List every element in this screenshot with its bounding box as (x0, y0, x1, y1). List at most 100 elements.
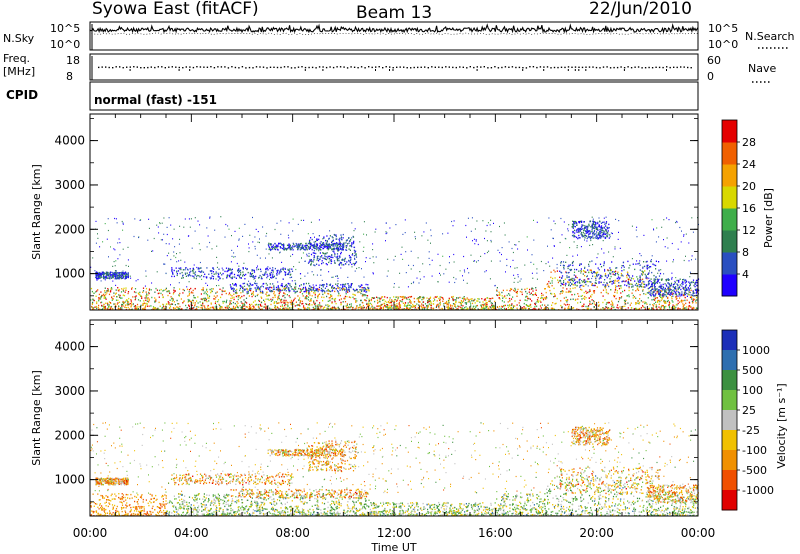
scatter-point (305, 297, 307, 299)
scatter-point (405, 297, 408, 299)
scatter-point (308, 293, 310, 295)
scatter-point (253, 271, 256, 273)
scatter-point (592, 233, 594, 235)
scatter-point (226, 275, 229, 277)
scatter-point (98, 300, 100, 302)
scatter-point (352, 236, 355, 238)
scatter-point (192, 307, 194, 310)
scatter-point (324, 246, 326, 248)
scatter-point (694, 288, 696, 291)
scatter-point (598, 273, 600, 276)
scatter-point (232, 287, 234, 289)
freq-point (525, 67, 528, 69)
scatter-point (572, 307, 574, 309)
scatter-point (212, 306, 214, 308)
scatter-point (226, 305, 228, 307)
scatter-point (338, 287, 340, 289)
scatter-point (424, 306, 426, 309)
scatter-point (117, 308, 119, 311)
scatter-point (364, 287, 366, 289)
scatter-point (142, 291, 144, 293)
scatter-point (326, 285, 328, 288)
scatter-point (654, 283, 656, 286)
scatter-point (643, 283, 646, 286)
scatter-point (107, 304, 109, 306)
scatter-point (252, 301, 255, 303)
freq-point (368, 66, 370, 68)
scatter-point (616, 306, 618, 309)
freq-point (231, 66, 233, 68)
scatter-point (624, 305, 626, 307)
scatter-point (243, 274, 246, 277)
freq-point (658, 66, 661, 69)
scatter-point (336, 257, 338, 259)
scatter-point (584, 275, 586, 277)
scatter-point (650, 288, 653, 291)
scatter-point (574, 268, 576, 271)
scatter-point (372, 297, 374, 299)
scatter-point (589, 230, 591, 232)
scatter-point (286, 248, 288, 250)
scatter-point (397, 298, 399, 300)
scatter-point (312, 260, 314, 262)
scatter-point (212, 278, 214, 280)
scatter-point (290, 286, 292, 288)
scatter-point (312, 306, 314, 309)
scatter-point (103, 274, 105, 276)
scatter-point (527, 297, 529, 300)
freq-point (571, 66, 573, 68)
scatter-point (399, 304, 401, 306)
scatter-point (632, 263, 634, 265)
scatter-point (335, 245, 337, 247)
nsky-trace (89, 23, 699, 50)
scatter-point (676, 290, 678, 292)
scatter-point (244, 289, 246, 291)
scatter-point (599, 226, 601, 228)
scatter-point (610, 308, 612, 310)
scatter-point (627, 278, 629, 280)
scatter-point (645, 284, 647, 286)
scatter-point (537, 301, 539, 303)
scatter-point (190, 292, 192, 294)
freq-point (683, 66, 685, 68)
scatter-point (204, 297, 206, 299)
scatter-point (550, 307, 552, 309)
scatter-point (650, 278, 652, 280)
scatter-point (674, 280, 676, 282)
scatter-point (331, 276, 333, 278)
scatter-point (656, 278, 658, 280)
scatter-point (316, 259, 318, 261)
scatter-point (240, 292, 242, 294)
scatter-point (501, 291, 503, 294)
scatter-point (206, 300, 208, 303)
scatter-point (578, 228, 580, 231)
scatter-point (109, 277, 111, 280)
scatter-point (471, 308, 474, 310)
scatter-point (535, 294, 537, 296)
scatter-point (287, 308, 290, 311)
scatter-point (148, 299, 150, 301)
scatter-point (570, 298, 572, 301)
scatter-point (644, 302, 646, 305)
scatter-point (288, 245, 291, 247)
scatter-point (286, 273, 288, 276)
scatter-point (687, 286, 689, 289)
scatter-point (252, 284, 254, 286)
scatter-point (139, 294, 141, 296)
scatter-point (251, 270, 253, 272)
scatter-point (309, 294, 311, 296)
scatter-point (124, 301, 126, 303)
scatter-point (166, 290, 168, 293)
scatter-point (598, 278, 600, 280)
scatter-point (307, 296, 310, 298)
scatter-point (235, 306, 237, 308)
scatter-point (444, 302, 446, 304)
scatter-point (384, 305, 387, 307)
scatter-point (569, 264, 572, 266)
scatter-point (196, 308, 198, 311)
scatter-point (185, 304, 187, 307)
scatter-point (237, 302, 239, 304)
scatter-point (198, 270, 200, 272)
scatter-point (460, 306, 462, 308)
scatter-point (330, 244, 332, 246)
